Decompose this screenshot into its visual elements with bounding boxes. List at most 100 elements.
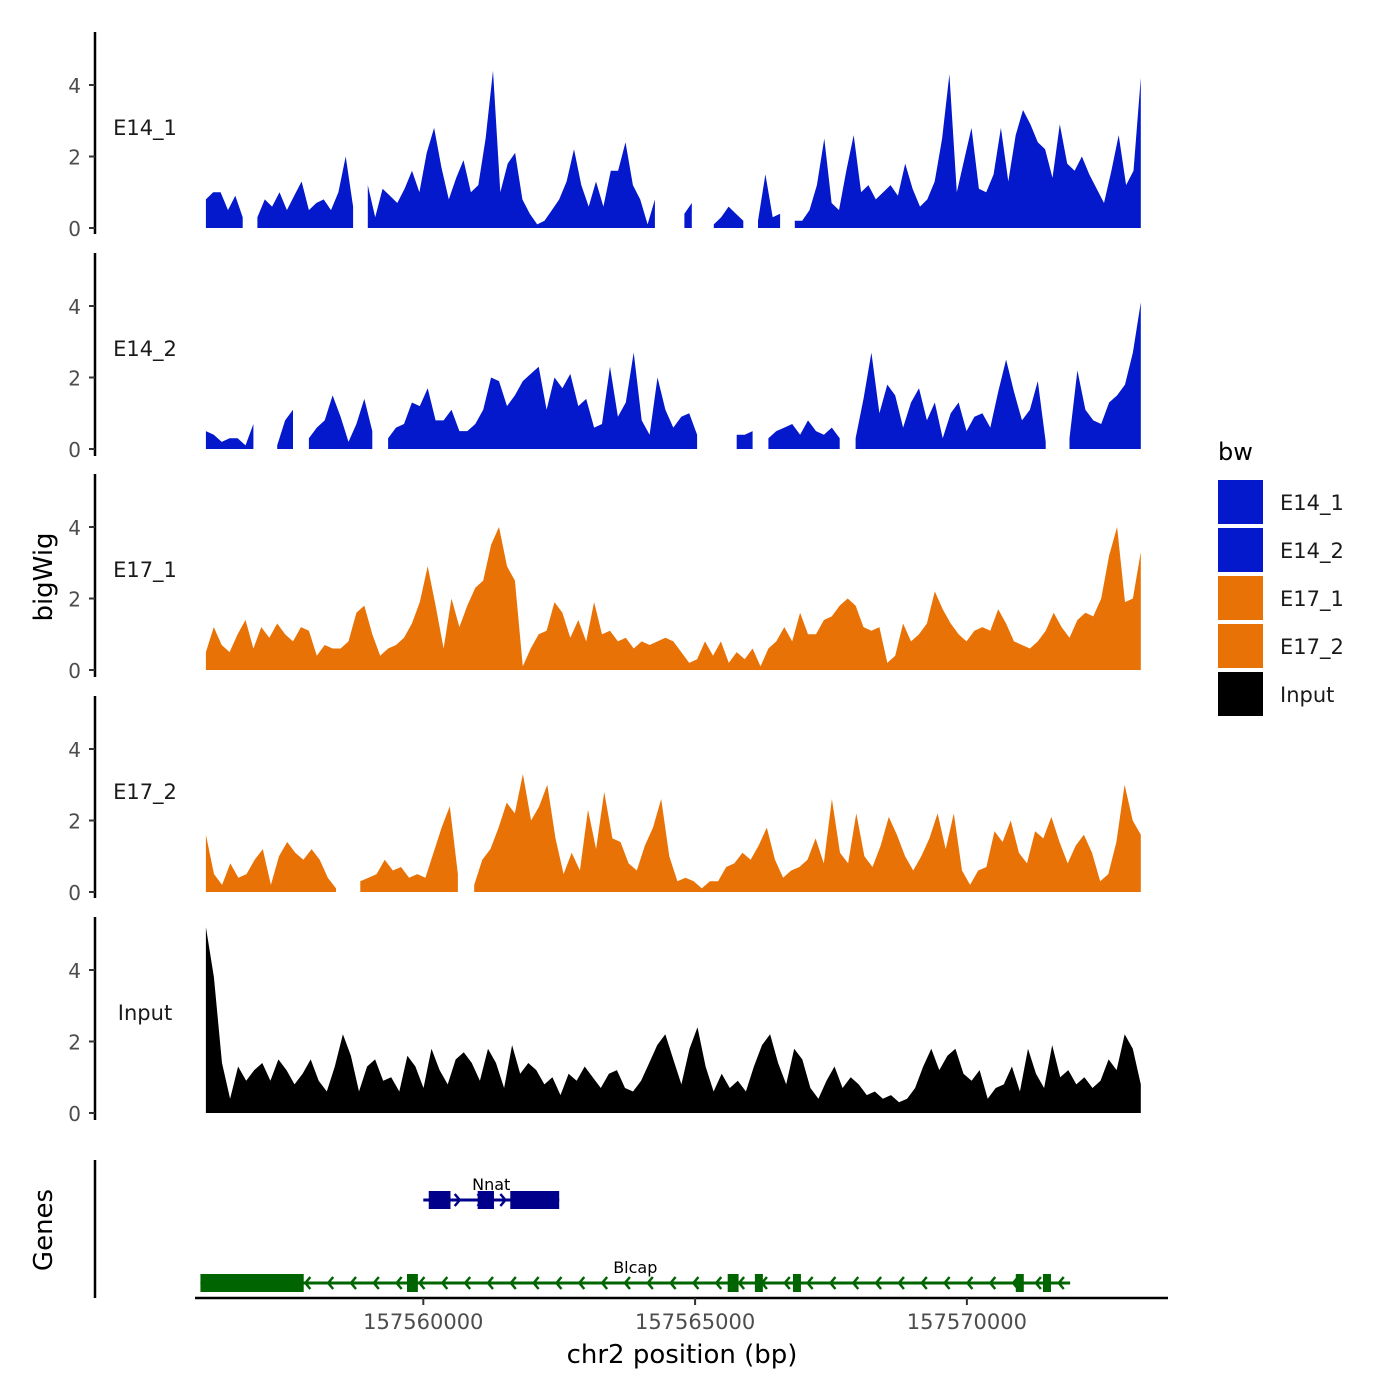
strand-arrow: [1057, 1276, 1065, 1290]
legend-label: Input: [1280, 683, 1334, 707]
strand-arrow: [577, 1276, 586, 1290]
y-tick-label: 2: [68, 588, 81, 612]
gene-exon: [1042, 1274, 1051, 1292]
gene-Nnat: Nnat: [423, 1175, 560, 1209]
gene-exon: [792, 1274, 801, 1292]
strand-arrow: [942, 1276, 951, 1290]
strand-arrow: [554, 1276, 563, 1290]
track-label: E17_2: [113, 780, 177, 805]
y-axis-title: bigWig: [29, 532, 59, 621]
strand-arrow: [897, 1276, 905, 1290]
y-tick-label: 2: [68, 146, 81, 170]
strand-arrow: [326, 1276, 335, 1290]
strand-arrow: [805, 1276, 814, 1290]
legend: bw E14_1 E14_2 E17_1 E17_2 Input: [1218, 438, 1344, 716]
x-tick-label: 157560000: [363, 1310, 483, 1334]
y-tick-label: 0: [68, 438, 81, 462]
legend-label: E14_2: [1280, 539, 1344, 564]
strand-arrow: [372, 1276, 380, 1290]
strand-arrow: [783, 1276, 791, 1290]
gene-label: Blcap: [613, 1258, 657, 1277]
coverage-area-E14_1: [684, 203, 692, 228]
coverage-area-E14_2: [388, 352, 698, 449]
legend-item-E14_2: E14_2: [1218, 528, 1344, 572]
strand-arrow: [509, 1276, 517, 1290]
gene-Blcap: Blcap: [200, 1258, 1071, 1292]
track-E17_2: 0 2 4 E17_2: [68, 696, 1141, 905]
strand-arrow: [965, 1276, 974, 1290]
gene-exon: [727, 1274, 739, 1292]
y-tick-label: 0: [68, 881, 81, 905]
strand-arrow: [714, 1276, 723, 1290]
strand-arrow: [828, 1276, 837, 1290]
y-tick-label: 2: [68, 810, 81, 834]
coverage-area-E17_2: [205, 834, 336, 892]
legend-label: E17_1: [1280, 587, 1344, 612]
x-axis: 157560000 157565000 157570000: [195, 1296, 1168, 1334]
legend-item-Input: Input: [1218, 672, 1334, 716]
strand-arrow: [874, 1276, 883, 1290]
track-E17_1: 0 2 4 E17_1: [68, 474, 1141, 683]
strand-arrow: [453, 1193, 462, 1207]
strand-arrow: [691, 1276, 700, 1290]
gene-label: Nnat: [472, 1175, 510, 1194]
coverage-area-E14_1: [367, 70, 655, 228]
legend-label: E14_1: [1280, 491, 1344, 516]
x-tick-label: 157565000: [635, 1310, 755, 1334]
y-tick-label: 0: [68, 217, 81, 241]
legend-swatch: [1218, 480, 1263, 524]
coverage-area-E14_1: [758, 174, 781, 228]
track-label: Input: [118, 1001, 172, 1025]
y-tick-label: 4: [68, 295, 81, 319]
y-tick-label: 4: [68, 516, 81, 540]
track-E14_1: 0 2 4 E14_1: [68, 32, 1141, 241]
legend-label: E17_2: [1280, 635, 1344, 660]
strand-arrow: [440, 1276, 449, 1290]
strand-arrow: [532, 1276, 540, 1290]
gene-exon: [477, 1191, 494, 1209]
legend-swatch: [1218, 576, 1263, 620]
strand-arrow: [646, 1276, 654, 1290]
strand-arrow: [463, 1276, 472, 1290]
y-tick-label: 2: [68, 367, 81, 391]
strand-arrow: [499, 1193, 508, 1207]
track-label: E17_1: [113, 558, 177, 583]
strand-arrow: [669, 1276, 677, 1290]
coverage-tracks: 0 2 4 E14_1 0 2 4 E14_2 0 2 4 E17_1 0 2 4 E17_2 0 2 4 Input: [68, 32, 1141, 1126]
gene-exon: [406, 1274, 418, 1292]
coverage-area-E14_2: [736, 431, 753, 449]
strand-arrow: [920, 1276, 928, 1290]
coverage-area-E14_2: [308, 395, 373, 449]
strand-arrow: [988, 1276, 997, 1290]
strand-arrow: [737, 1276, 746, 1290]
x-tick-label: 157570000: [907, 1310, 1027, 1334]
y-tick-label: 0: [68, 1102, 81, 1126]
coverage-area-E14_2: [768, 420, 840, 449]
coverage-area-E14_2: [855, 352, 1046, 449]
legend-swatch: [1218, 528, 1263, 572]
y-tick-label: 0: [68, 659, 81, 683]
strand-arrow: [600, 1276, 609, 1290]
track-E14_2: 0 2 4 E14_2: [68, 253, 1141, 462]
coverage-area-E14_1: [794, 74, 1141, 228]
legend-swatch: [1218, 672, 1263, 716]
strand-arrow: [851, 1276, 860, 1290]
coverage-area-E14_2: [205, 424, 254, 449]
strand-arrow: [417, 1276, 426, 1290]
legend-title: bw: [1218, 438, 1253, 466]
track-label: E14_1: [113, 116, 177, 141]
strand-arrow: [486, 1276, 494, 1290]
legend-item-E14_1: E14_1: [1218, 480, 1344, 524]
gene-exon: [510, 1191, 560, 1209]
coverage-area-Input: [205, 927, 1141, 1113]
y-tick-label: 2: [68, 1031, 81, 1055]
gene-exon: [200, 1274, 304, 1292]
strand-arrow: [623, 1276, 631, 1290]
strand-arrow: [1034, 1276, 1042, 1290]
coverage-area-E14_1: [205, 192, 243, 228]
legend-item-E17_1: E17_1: [1218, 576, 1344, 620]
coverage-area-E14_2: [277, 409, 293, 449]
x-axis-title: chr2 position (bp): [567, 1340, 798, 1370]
gene-exon: [428, 1191, 451, 1209]
